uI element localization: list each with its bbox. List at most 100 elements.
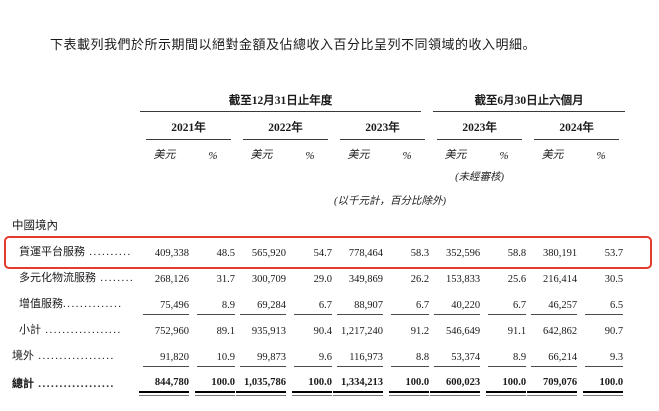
value-cell: 352,596: [445, 248, 481, 259]
value-cell: 10.9: [189, 342, 237, 368]
value-cell: 752,960: [154, 326, 189, 337]
value-cell: 8.9: [189, 290, 237, 316]
dot-leader: ..................: [41, 324, 122, 336]
value-cell: 9.6: [286, 342, 334, 368]
row-freight-platform: 貨運平台服務 .......... 409,338 48.5 565,920 5…: [8, 238, 625, 264]
value-cell: 58.3: [410, 248, 430, 259]
value-cell: 6.7: [383, 290, 431, 316]
empty-cell: [431, 188, 625, 212]
unit-note-row: (以千元計，百分比除外): [8, 188, 625, 212]
value-cell: 8.8: [383, 342, 431, 368]
value-cell: 91.1: [507, 326, 527, 337]
value-cell: 349,869: [348, 274, 383, 285]
period-group-annual: 截至12月31日止年度: [140, 86, 431, 112]
value-cell: 6.7: [286, 290, 334, 316]
year-2023-h1: 2023年: [431, 112, 528, 140]
value-cell: 88,907: [334, 290, 383, 316]
value-cell: 600,023: [430, 368, 481, 396]
value-cell: 709,076: [527, 368, 578, 396]
value-cell: 31.7: [216, 274, 235, 285]
unit-pct: %: [499, 150, 509, 162]
row-label: 貨運平台服務 ..........: [19, 246, 132, 258]
value-cell: 54.7: [313, 248, 332, 259]
value-cell: 53,374: [431, 342, 481, 368]
value-cell: 1,217,240: [341, 326, 383, 337]
dot-leader: ..................: [34, 378, 115, 390]
row-label: 境外 ..................: [12, 350, 115, 362]
dot-leader: ..................: [34, 350, 115, 362]
value-cell: 9.3: [577, 342, 625, 368]
unit-usd: 美元: [250, 149, 273, 161]
value-cell: 6.5: [577, 290, 625, 316]
period-group-interim: 截至6月30日止六個月: [431, 86, 626, 112]
row-subtotal: 小計 .................. 752,960 89.1 935,9…: [8, 316, 625, 342]
unit-usd: 美元: [347, 149, 370, 161]
value-cell: 642,862: [542, 326, 578, 337]
value-cell: 53.7: [604, 248, 624, 259]
unit-usd: 美元: [153, 149, 176, 161]
section-label: 中國境內: [12, 220, 58, 232]
row-label: 總計 ..................: [12, 378, 115, 390]
dot-leader: ........: [96, 272, 135, 284]
unit-pct: %: [208, 150, 218, 162]
row-label: 多元化物流服務 ........: [19, 272, 135, 284]
unit-pct: %: [402, 150, 412, 162]
value-cell: 91,820: [140, 342, 189, 368]
year-2023: 2023年: [334, 112, 431, 140]
value-cell: 565,920: [251, 248, 286, 259]
value-cell: 380,191: [542, 248, 578, 259]
section-row-domestic: 中國境內: [8, 212, 625, 238]
value-cell: 40,220: [431, 290, 481, 316]
value-cell: 300,709: [251, 274, 286, 285]
value-cell: 90.7: [604, 326, 624, 337]
empty-cell: [8, 188, 334, 212]
value-cell: 30.5: [604, 274, 624, 285]
value-cell: 48.5: [216, 248, 235, 259]
unit-usd: 美元: [541, 149, 564, 161]
value-cell: 116,973: [334, 342, 383, 368]
year-2024-h1: 2024年: [528, 112, 625, 140]
value-cell: 935,913: [251, 326, 286, 337]
value-cell: 25.6: [507, 274, 527, 285]
year-header-row: 2021年 2022年 2023年 2023年 2024年: [8, 112, 625, 140]
value-cell: 1,334,213: [333, 368, 383, 396]
value-cell: 8.9: [480, 342, 528, 368]
empty-cell: [8, 166, 431, 188]
value-cell: 66,214: [528, 342, 578, 368]
value-cell: 216,414: [542, 274, 578, 285]
value-cell: 1,035,786: [236, 368, 286, 396]
unit-usd: 美元: [444, 149, 467, 161]
thousands-note: (以千元計，百分比除外): [334, 196, 446, 207]
period-group-interim-label: 截至6月30日止六個月: [433, 92, 626, 112]
value-cell: 69,284: [237, 290, 286, 316]
value-cell: 26.2: [410, 274, 430, 285]
value-cell: 29.0: [313, 274, 332, 285]
revenue-breakdown-table: 截至12月31日止年度 截至6月30日止六個月 2021年 2022年 2023…: [8, 86, 626, 396]
value-cell: 58.8: [507, 248, 527, 259]
row-label: 小計 ..................: [19, 324, 122, 336]
period-group-annual-label: 截至12月31日止年度: [140, 92, 422, 112]
unit-pct: %: [596, 150, 606, 162]
intro-paragraph: 下表載列我們於所示期間以絕對金額及佔總收入百分比呈列不同領域的收入明細。: [50, 37, 537, 52]
dot-leader: ..........: [85, 246, 132, 258]
empty-cell: [8, 140, 140, 166]
value-cell: 99,873: [237, 342, 286, 368]
value-cell: 778,464: [348, 248, 383, 259]
value-cell: 100.0: [577, 368, 625, 396]
empty-cell: [528, 166, 625, 188]
value-cell: 153,833: [445, 274, 481, 285]
row-label: 增值服務..............: [19, 298, 123, 310]
value-cell: 6.7: [480, 290, 528, 316]
value-cell: 46,257: [528, 290, 578, 316]
unit-header-row: 美元 % 美元 % 美元 % 美元 % 美元 %: [8, 140, 625, 166]
revenue-table: 截至12月31日止年度 截至6月30日止六個月 2021年 2022年 2023…: [8, 86, 653, 396]
value-cell: 100.0: [286, 368, 334, 396]
value-cell: 546,649: [445, 326, 481, 337]
year-2021: 2021年: [140, 112, 237, 140]
period-group-row: 截至12月31日止年度 截至6月30日止六個月: [8, 86, 626, 112]
value-cell: 75,496: [140, 290, 189, 316]
row-total: 總計 .................. 844,780 100.0 1,03…: [8, 368, 625, 396]
value-cell: 100.0: [480, 368, 528, 396]
value-cell: 100.0: [189, 368, 237, 396]
